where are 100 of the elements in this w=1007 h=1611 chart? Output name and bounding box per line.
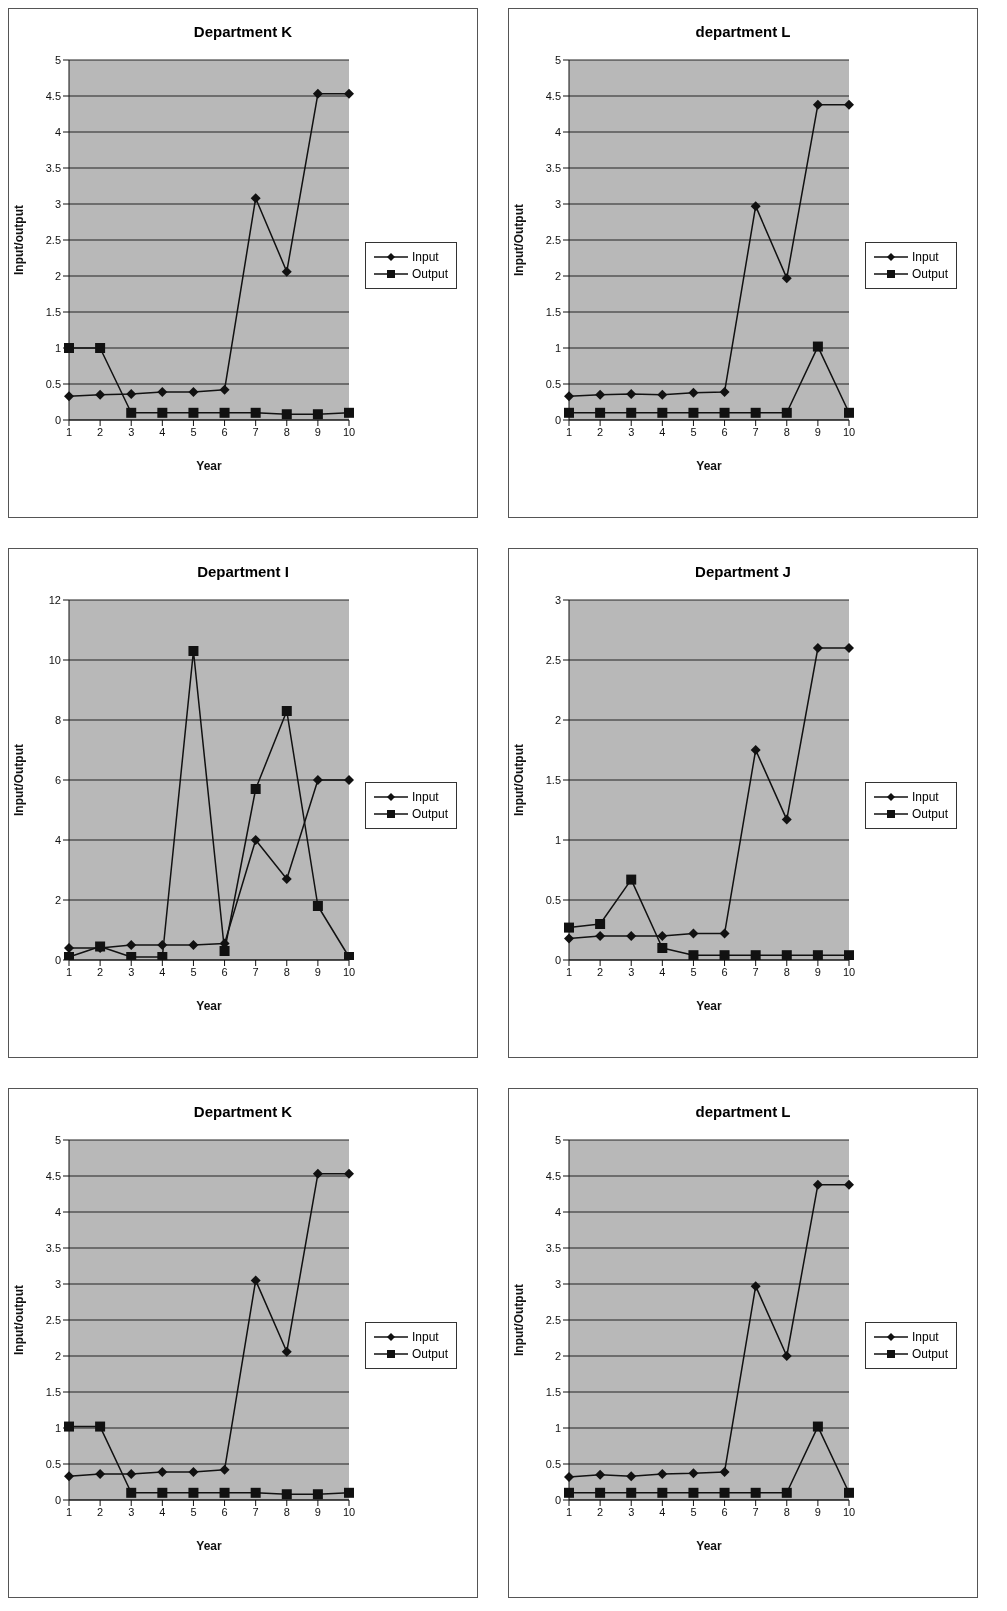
y-tick-label: 1 [54,341,61,354]
legend-label: Output [412,1346,449,1361]
legend-label: Input [912,1329,939,1344]
x-tick-label: 1 [565,1505,573,1518]
y-tick-label: 12 [48,593,61,606]
x-axis-title: Year [696,459,723,473]
y-tick-label: 0 [54,953,61,966]
y-tick-label: 1 [554,1421,561,1434]
y-tick-label: 4 [554,125,561,138]
x-tick-label: 10 [342,965,356,978]
y-tick-label: 2 [554,713,561,726]
x-tick-label: 2 [597,425,604,438]
x-tick-label: 2 [597,965,604,978]
y-tick-label: 0 [554,1493,561,1506]
y-tick-label: 1.5 [545,773,561,786]
x-tick-label: 2 [97,425,104,438]
x-tick-label: 4 [159,425,166,438]
y-tick-label: 3.5 [545,1241,561,1254]
legend-label: Input [912,789,939,804]
y-tick-label: 2 [554,1349,561,1362]
legend-label: Output [412,266,449,281]
x-tick-label: 4 [159,965,166,978]
x-axis-title: Year [196,1539,223,1553]
y-axis-title: Input/Output [512,1284,527,1356]
x-tick-label: 7 [752,965,759,978]
x-tick-label: 10 [842,965,856,978]
x-tick-label: 7 [752,1505,759,1518]
x-tick-label: 7 [752,425,759,438]
y-tick-label: 0.5 [545,377,561,390]
y-tick-label: 8 [54,713,61,726]
x-tick-label: 7 [252,425,259,438]
y-tick-label: 2.5 [45,233,61,246]
x-tick-label: 3 [628,1505,635,1518]
x-tick-label: 5 [190,1505,197,1518]
x-tick-label: 1 [65,965,73,978]
y-tick-label: 0.5 [545,893,561,906]
x-tick-label: 9 [314,965,321,978]
x-tick-label: 3 [128,1505,135,1518]
y-axis-title: Input/Output [512,744,527,816]
x-tick-label: 4 [659,1505,666,1518]
y-tick-label: 2.5 [45,1313,61,1326]
y-tick-label: 3 [554,197,561,210]
x-tick-label: 1 [565,425,573,438]
x-tick-label: 4 [159,1505,166,1518]
x-tick-label: 4 [659,425,666,438]
x-tick-label: 7 [252,965,259,978]
y-axis-title: Input/Output [512,204,527,276]
x-tick-label: 8 [283,965,290,978]
x-tick-label: 8 [283,1505,290,1518]
x-tick-label: 6 [221,425,228,438]
y-tick-label: 4 [54,1205,61,1218]
x-axis-title: Year [196,999,223,1013]
y-tick-label: 0.5 [45,1457,61,1470]
y-tick-label: 1.5 [45,305,61,318]
y-tick-label: 0.5 [545,1457,561,1470]
y-tick-label: 1 [54,1421,61,1434]
y-tick-label: 4.5 [45,89,61,102]
x-tick-label: 2 [97,1505,104,1518]
y-tick-label: 2.5 [545,1313,561,1326]
x-tick-label: 6 [221,1505,228,1518]
y-tick-label: 2.5 [545,233,561,246]
x-tick-label: 6 [221,965,228,978]
x-tick-label: 7 [252,1505,259,1518]
y-axis-title: Input/Output [12,744,27,816]
x-tick-label: 8 [283,425,290,438]
x-tick-label: 8 [783,965,790,978]
x-axis-title: Year [696,1539,723,1553]
x-tick-label: 1 [65,1505,73,1518]
x-tick-label: 8 [783,1505,790,1518]
x-tick-label: 9 [314,425,321,438]
y-tick-label: 2.5 [545,653,561,666]
x-tick-label: 3 [128,965,135,978]
chart-title: Department K [192,1103,294,1120]
x-axis-title: Year [196,459,223,473]
y-tick-label: 4 [54,833,61,846]
x-tick-label: 10 [342,425,356,438]
x-tick-label: 4 [659,965,666,978]
legend-label: Output [912,806,949,821]
y-tick-label: 4.5 [545,1169,561,1182]
x-axis-title: Year [696,999,723,1013]
x-tick-label: 10 [842,1505,856,1518]
y-tick-label: 1.5 [45,1385,61,1398]
y-tick-label: 3.5 [45,1241,61,1254]
y-tick-label: 3 [54,1277,61,1290]
y-tick-label: 4 [554,1205,561,1218]
y-tick-label: 2 [554,269,561,282]
chart-title: Department J [694,563,792,580]
y-tick-label: 3.5 [545,161,561,174]
y-tick-label: 1 [554,341,561,354]
x-tick-label: 3 [628,425,635,438]
y-tick-label: 0 [554,413,561,426]
y-tick-label: 0 [54,413,61,426]
legend-label: Input [412,249,439,264]
x-tick-label: 2 [597,1505,604,1518]
y-tick-label: 3.5 [45,161,61,174]
y-tick-label: 4.5 [45,1169,61,1182]
y-tick-label: 5 [554,53,561,66]
x-tick-label: 5 [190,965,197,978]
x-tick-label: 8 [783,425,790,438]
x-tick-label: 1 [65,425,73,438]
